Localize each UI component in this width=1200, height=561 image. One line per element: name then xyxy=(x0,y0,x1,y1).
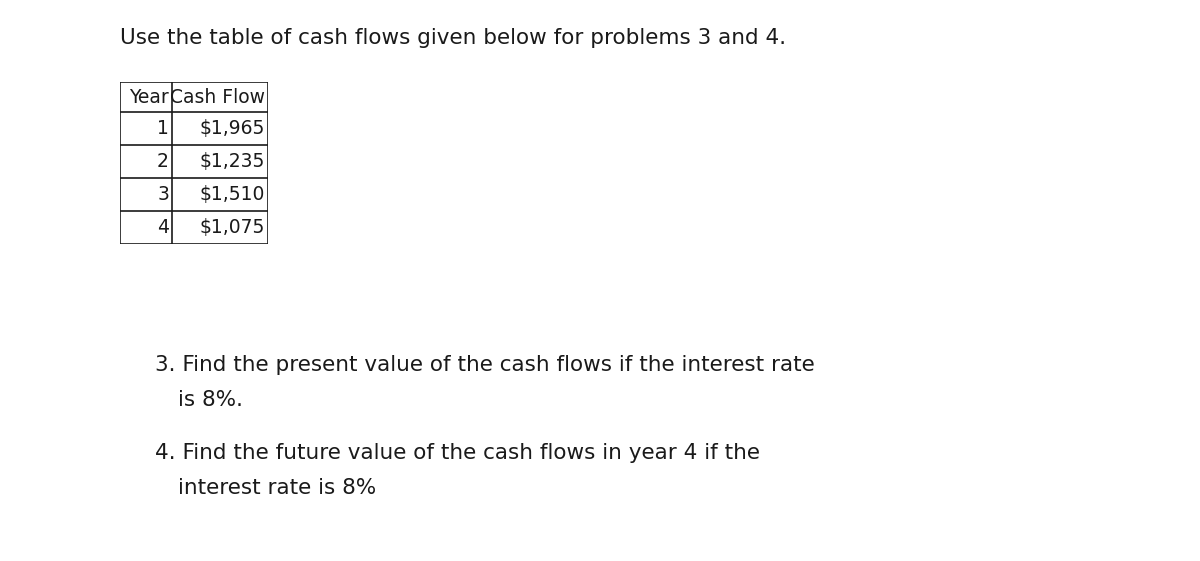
Text: Cash Flow: Cash Flow xyxy=(170,88,265,107)
Text: Use the table of cash flows given below for problems 3 and 4.: Use the table of cash flows given below … xyxy=(120,28,786,48)
Text: is 8%.: is 8%. xyxy=(178,390,242,410)
Text: $1,075: $1,075 xyxy=(199,218,265,237)
Text: Year: Year xyxy=(130,88,169,107)
Text: 2: 2 xyxy=(157,152,169,171)
Text: $1,510: $1,510 xyxy=(199,185,265,204)
Text: $1,965: $1,965 xyxy=(199,119,265,138)
Text: interest rate is 8%: interest rate is 8% xyxy=(178,478,377,498)
Text: 1: 1 xyxy=(157,119,169,138)
Text: 4: 4 xyxy=(157,218,169,237)
Text: 3: 3 xyxy=(157,185,169,204)
Text: 3. Find the present value of the cash flows if the interest rate: 3. Find the present value of the cash fl… xyxy=(155,355,815,375)
Text: 4. Find the future value of the cash flows in year 4 if the: 4. Find the future value of the cash flo… xyxy=(155,443,760,463)
Text: $1,235: $1,235 xyxy=(199,152,265,171)
